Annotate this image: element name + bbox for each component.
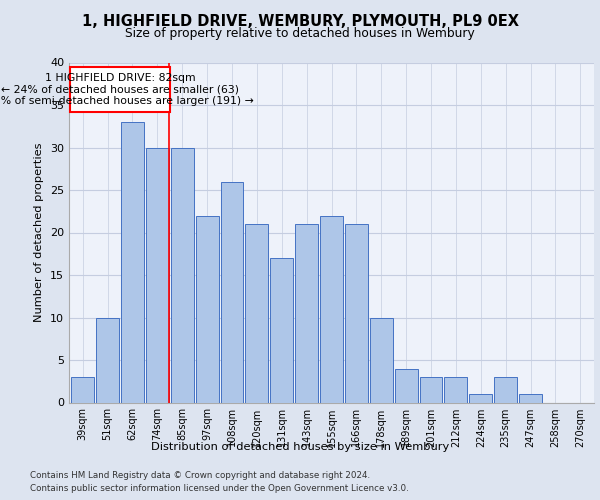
- Bar: [146, 148, 169, 402]
- Text: Contains HM Land Registry data © Crown copyright and database right 2024.: Contains HM Land Registry data © Crown c…: [30, 471, 370, 480]
- Bar: [320, 216, 343, 402]
- FancyBboxPatch shape: [70, 66, 170, 112]
- Bar: [71, 377, 94, 402]
- Text: 1 HIGHFIELD DRIVE: 82sqm
← 24% of detached houses are smaller (63)
73% of semi-d: 1 HIGHFIELD DRIVE: 82sqm ← 24% of detach…: [0, 72, 254, 106]
- Text: Contains public sector information licensed under the Open Government Licence v3: Contains public sector information licen…: [30, 484, 409, 493]
- Bar: [295, 224, 318, 402]
- Bar: [221, 182, 244, 402]
- Text: 1, HIGHFIELD DRIVE, WEMBURY, PLYMOUTH, PL9 0EX: 1, HIGHFIELD DRIVE, WEMBURY, PLYMOUTH, P…: [82, 14, 518, 29]
- Bar: [196, 216, 218, 402]
- Text: Distribution of detached houses by size in Wembury: Distribution of detached houses by size …: [151, 442, 449, 452]
- Bar: [395, 368, 418, 402]
- Bar: [245, 224, 268, 402]
- Bar: [96, 318, 119, 402]
- Bar: [171, 148, 194, 402]
- Bar: [494, 377, 517, 402]
- Bar: [270, 258, 293, 402]
- Text: Size of property relative to detached houses in Wembury: Size of property relative to detached ho…: [125, 28, 475, 40]
- Bar: [345, 224, 368, 402]
- Bar: [469, 394, 492, 402]
- Bar: [419, 377, 442, 402]
- Bar: [519, 394, 542, 402]
- Bar: [370, 318, 393, 402]
- Y-axis label: Number of detached properties: Number of detached properties: [34, 143, 44, 322]
- Bar: [445, 377, 467, 402]
- Bar: [121, 122, 144, 402]
